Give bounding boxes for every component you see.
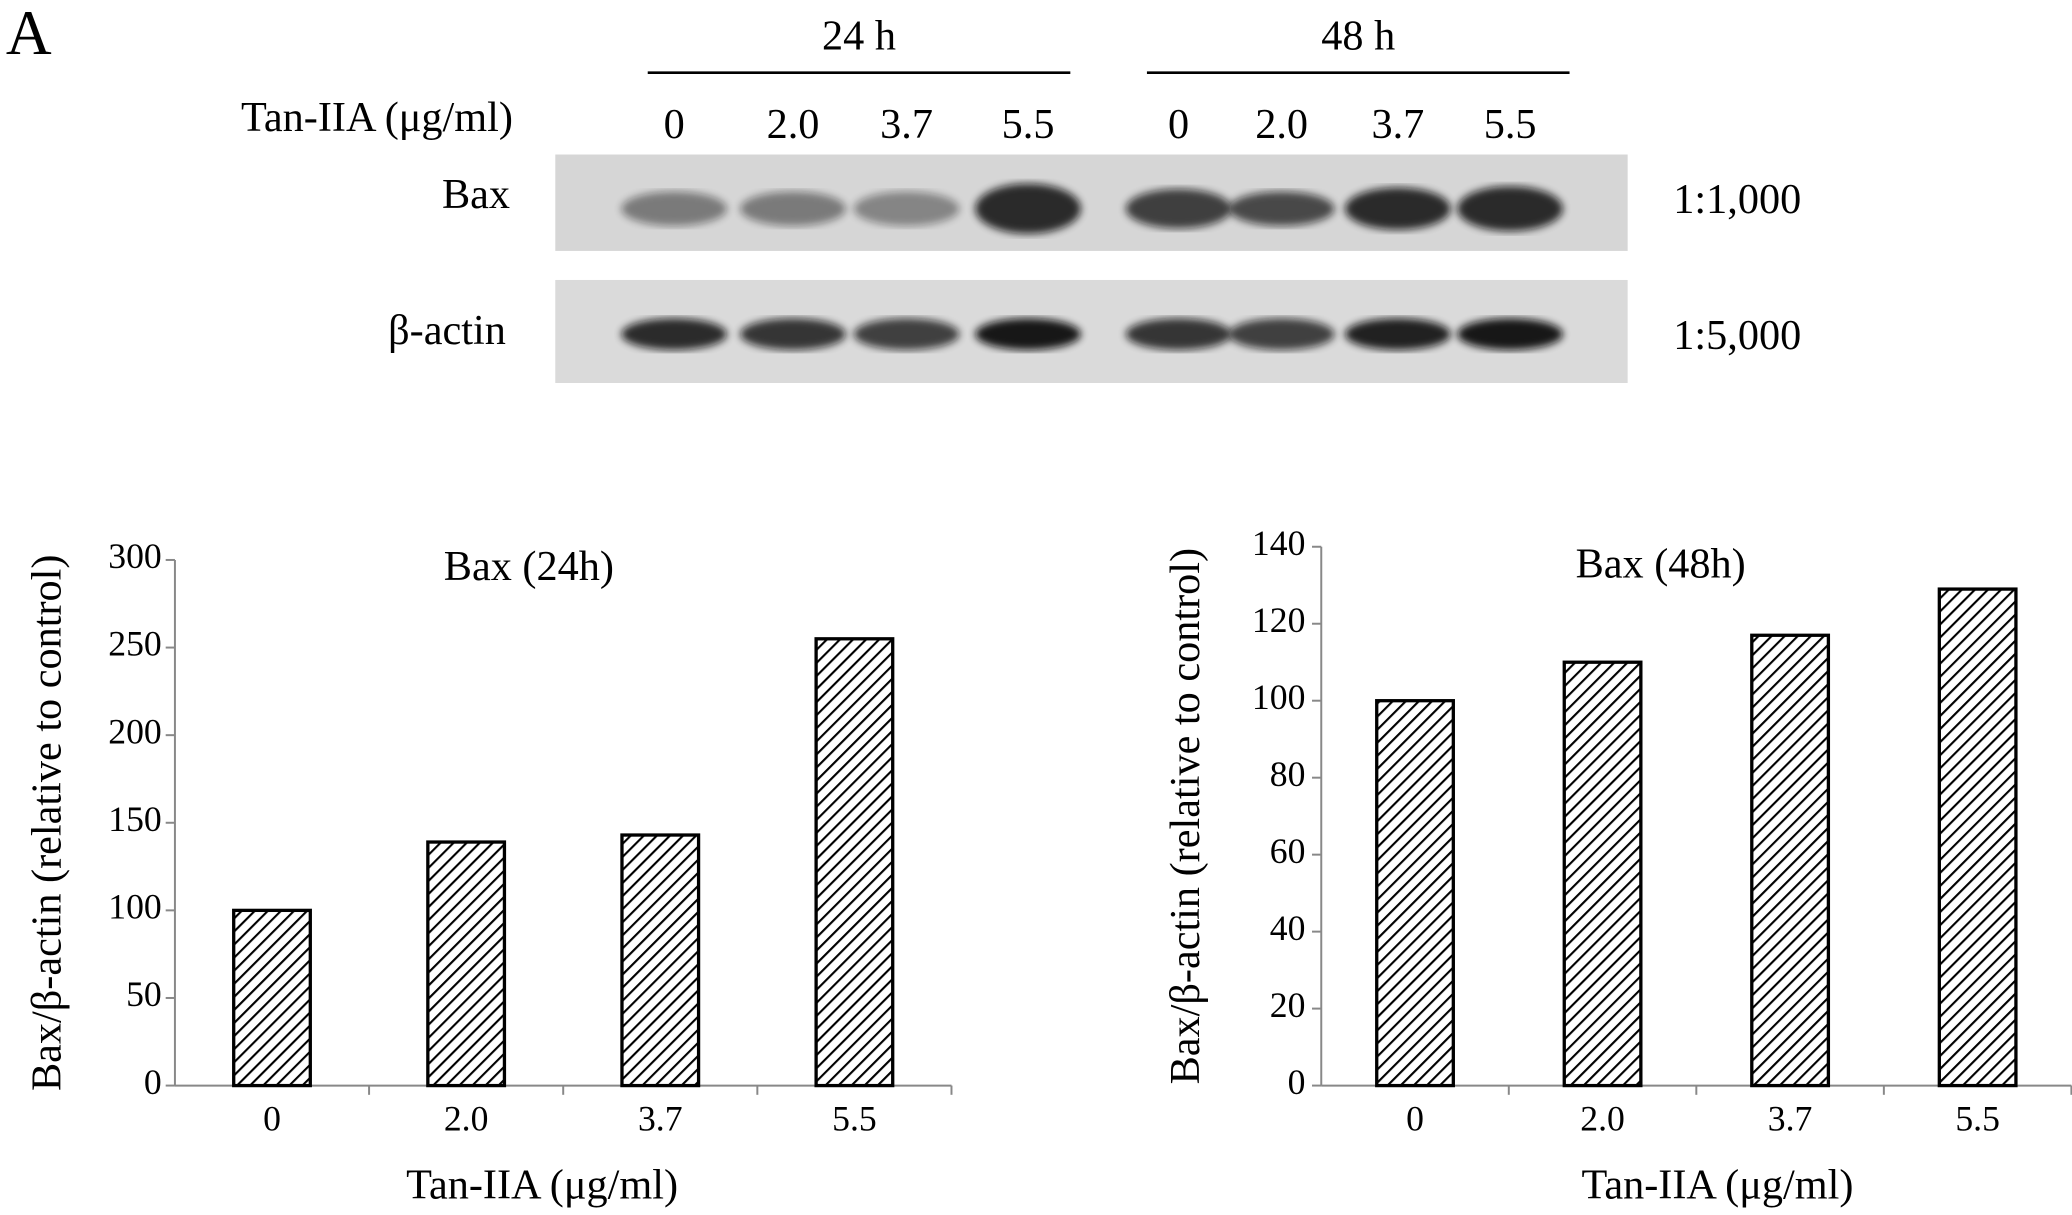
bar [1562,660,1643,1088]
y-tick-label: 40 [1270,908,1306,948]
y-tick-label: 20 [1270,985,1306,1025]
dilution-label: 1:1,000 [1673,176,1801,223]
blot [621,183,1563,350]
band [1228,191,1335,226]
y-axis-label: Bax/β-actin (relative to control) [23,555,70,1092]
x-tick-label: 3.7 [1768,1099,1813,1139]
bar [814,637,895,1088]
y-tick-label: 0 [1288,1062,1306,1102]
band [975,318,1081,350]
band [1457,318,1563,350]
x-axis-label: Tan-IIA (μg/ml) [1581,1161,1853,1208]
bar [620,833,701,1088]
lane-label: 2.0 [767,101,820,148]
x-tick-label: 5.5 [1955,1099,2000,1139]
y-tick-label: 140 [1252,523,1305,563]
y-tick-label: 100 [1252,677,1305,717]
y-tick-label: 300 [108,536,161,576]
row-label: Bax [442,171,510,218]
lane-label: 5.5 [1002,101,1055,148]
y-tick-label: 0 [144,1062,162,1102]
band [853,191,960,226]
x-tick-label: 3.7 [638,1099,683,1139]
panel-label: A [6,0,52,68]
band [975,183,1081,234]
lane-label: 3.7 [1371,101,1424,148]
lane-label: 2.0 [1255,101,1308,148]
band [853,318,960,350]
bar [426,840,507,1088]
time-label: 24 h [822,12,896,59]
x-tick-label: 2.0 [1580,1099,1625,1139]
time-label: 48 h [1321,12,1395,59]
lane-label: 0 [664,101,685,148]
band [1228,318,1335,350]
x-tick-label: 2.0 [444,1099,489,1139]
dilution-label: 1:5,000 [1673,312,1801,359]
y-tick-label: 150 [108,799,161,839]
chart-title: Bax (24h) [444,543,614,590]
x-tick-label: 5.5 [832,1099,877,1139]
band [621,191,727,226]
treatment-label: Tan-IIA (μg/ml) [241,94,513,141]
band [1345,187,1451,230]
band [621,318,727,350]
y-tick-label: 80 [1270,754,1306,794]
x-axis-label: Tan-IIA (μg/ml) [406,1161,678,1208]
lane-label: 5.5 [1484,101,1537,148]
y-tick-label: 250 [108,624,161,664]
band [1125,318,1232,350]
bar [1375,699,1455,1088]
bar [1937,587,2018,1088]
blot-strip [555,154,1628,251]
band [740,318,846,350]
y-tick-label: 50 [126,974,162,1014]
lane-label: 0 [1168,101,1189,148]
band [740,191,846,226]
band [1457,186,1563,232]
x-tick-label: 0 [1406,1099,1424,1139]
y-tick-label: 200 [108,711,161,751]
y-tick-label: 120 [1252,600,1305,640]
lane-label: 3.7 [880,101,933,148]
bar [1750,633,1831,1088]
bar [232,908,312,1088]
band [1125,188,1232,229]
y-axis-label: Bax/β-actin (relative to control) [1162,548,1209,1085]
chart-title: Bax (48h) [1576,541,1746,588]
y-tick-label: 100 [108,887,161,927]
y-tick-label: 60 [1270,831,1306,871]
band [1345,318,1451,350]
x-tick-label: 0 [263,1099,281,1139]
row-label: β-actin [388,307,506,354]
